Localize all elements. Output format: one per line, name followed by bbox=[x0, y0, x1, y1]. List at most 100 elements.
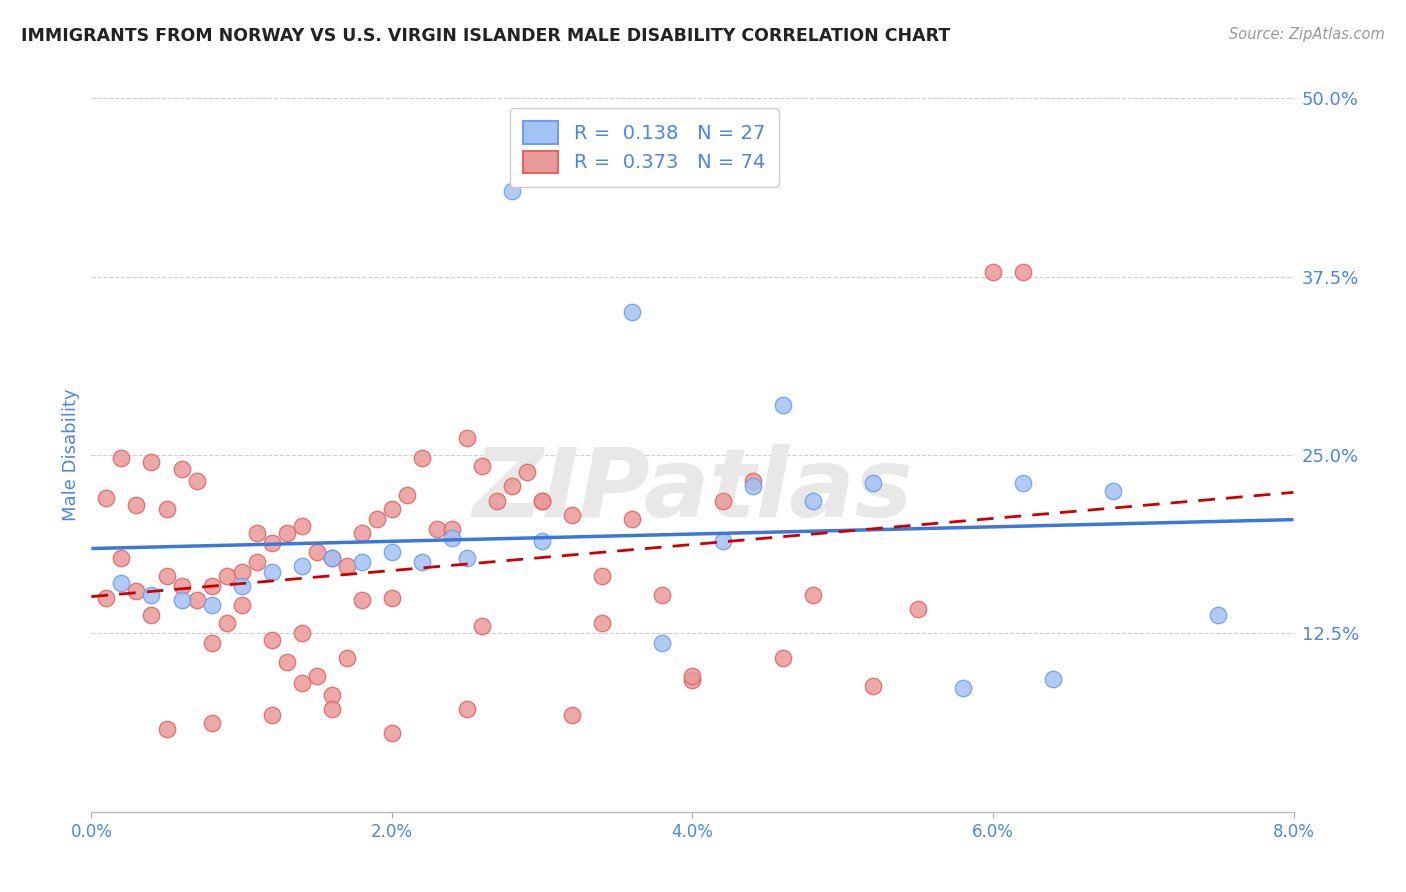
Point bbox=[186, 593, 208, 607]
Point bbox=[591, 569, 613, 583]
Point bbox=[201, 636, 224, 650]
Point bbox=[186, 474, 208, 488]
Point bbox=[215, 569, 238, 583]
Point bbox=[350, 555, 373, 569]
Point bbox=[1012, 476, 1035, 491]
Point bbox=[291, 626, 314, 640]
Point bbox=[741, 474, 763, 488]
Point bbox=[561, 508, 583, 522]
Point bbox=[862, 476, 884, 491]
Point bbox=[471, 619, 494, 633]
Point bbox=[305, 545, 328, 559]
Point bbox=[231, 598, 253, 612]
Point bbox=[711, 493, 734, 508]
Point bbox=[411, 555, 433, 569]
Point bbox=[1208, 607, 1230, 622]
Point bbox=[231, 565, 253, 579]
Point bbox=[591, 616, 613, 631]
Point bbox=[456, 550, 478, 565]
Point bbox=[681, 669, 703, 683]
Point bbox=[170, 462, 193, 476]
Point bbox=[1042, 672, 1064, 686]
Point bbox=[321, 550, 343, 565]
Point bbox=[141, 455, 163, 469]
Point bbox=[276, 655, 298, 669]
Point bbox=[516, 465, 538, 479]
Point bbox=[291, 519, 314, 533]
Point bbox=[96, 491, 118, 505]
Point bbox=[260, 565, 283, 579]
Point bbox=[260, 536, 283, 550]
Point bbox=[426, 522, 449, 536]
Point bbox=[501, 479, 523, 493]
Point bbox=[531, 493, 554, 508]
Point bbox=[125, 498, 148, 512]
Point bbox=[561, 707, 583, 722]
Point bbox=[321, 702, 343, 716]
Point bbox=[381, 591, 404, 605]
Point bbox=[260, 707, 283, 722]
Point bbox=[141, 607, 163, 622]
Point bbox=[155, 722, 177, 736]
Point bbox=[1012, 265, 1035, 279]
Point bbox=[336, 650, 359, 665]
Y-axis label: Male Disability: Male Disability bbox=[62, 389, 80, 521]
Point bbox=[336, 559, 359, 574]
Point bbox=[246, 555, 269, 569]
Point bbox=[110, 576, 132, 591]
Point bbox=[711, 533, 734, 548]
Point bbox=[350, 593, 373, 607]
Point bbox=[201, 716, 224, 731]
Point bbox=[862, 679, 884, 693]
Point bbox=[501, 184, 523, 198]
Point bbox=[456, 431, 478, 445]
Point bbox=[231, 579, 253, 593]
Point bbox=[155, 569, 177, 583]
Point bbox=[651, 636, 673, 650]
Point bbox=[531, 493, 554, 508]
Point bbox=[291, 559, 314, 574]
Point bbox=[110, 550, 132, 565]
Point bbox=[201, 598, 224, 612]
Point bbox=[215, 616, 238, 631]
Point bbox=[741, 479, 763, 493]
Point bbox=[321, 550, 343, 565]
Point bbox=[471, 459, 494, 474]
Text: IMMIGRANTS FROM NORWAY VS U.S. VIRGIN ISLANDER MALE DISABILITY CORRELATION CHART: IMMIGRANTS FROM NORWAY VS U.S. VIRGIN IS… bbox=[21, 27, 950, 45]
Point bbox=[381, 545, 404, 559]
Point bbox=[305, 669, 328, 683]
Point bbox=[801, 588, 824, 602]
Point bbox=[291, 676, 314, 690]
Point bbox=[110, 450, 132, 465]
Point bbox=[531, 533, 554, 548]
Point bbox=[681, 673, 703, 688]
Point bbox=[621, 512, 644, 526]
Legend: Immigrants from Norway, U.S. Virgin Islanders: Immigrants from Norway, U.S. Virgin Isla… bbox=[450, 884, 935, 892]
Point bbox=[621, 305, 644, 319]
Point bbox=[456, 702, 478, 716]
Point bbox=[381, 726, 404, 740]
Point bbox=[907, 602, 929, 616]
Point bbox=[801, 493, 824, 508]
Text: Source: ZipAtlas.com: Source: ZipAtlas.com bbox=[1229, 27, 1385, 42]
Point bbox=[350, 526, 373, 541]
Point bbox=[952, 681, 974, 695]
Point bbox=[201, 579, 224, 593]
Point bbox=[141, 588, 163, 602]
Point bbox=[772, 398, 794, 412]
Point bbox=[486, 493, 509, 508]
Point bbox=[395, 488, 418, 502]
Point bbox=[981, 265, 1004, 279]
Point bbox=[170, 579, 193, 593]
Text: ZIPatlas: ZIPatlas bbox=[472, 444, 912, 537]
Point bbox=[440, 531, 463, 545]
Point bbox=[440, 522, 463, 536]
Point bbox=[651, 588, 673, 602]
Point bbox=[276, 526, 298, 541]
Point bbox=[321, 688, 343, 702]
Point bbox=[96, 591, 118, 605]
Point bbox=[125, 583, 148, 598]
Point bbox=[155, 502, 177, 516]
Point bbox=[170, 593, 193, 607]
Point bbox=[381, 502, 404, 516]
